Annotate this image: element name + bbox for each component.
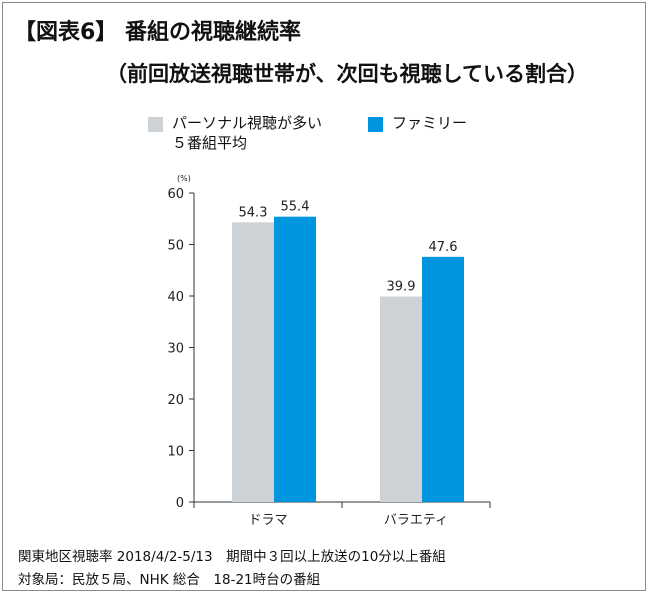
legend-swatch-family bbox=[368, 117, 383, 132]
y-tick-label: 10 bbox=[167, 445, 184, 460]
bar-personal-0 bbox=[232, 222, 274, 503]
legend-label-personal-line2: ５番組平均 bbox=[172, 134, 248, 152]
y-tick-label: 30 bbox=[167, 342, 184, 357]
x-tick-label: ドラマ bbox=[248, 513, 287, 528]
data-label: 47.6 bbox=[429, 240, 458, 255]
data-label: 54.3 bbox=[239, 205, 268, 220]
y-tick-label: 0 bbox=[176, 496, 184, 511]
legend-swatch-personal bbox=[148, 117, 163, 132]
figure-subtitle: （前回放送視聴世帯が、次回も視聴している割合） bbox=[106, 62, 588, 86]
legend-label-family: ファミリー bbox=[392, 114, 468, 132]
y-tick-label: 60 bbox=[167, 187, 184, 202]
y-tick-label: 50 bbox=[167, 239, 184, 254]
figure-title: 【図表6】 番組の視聴継続率 bbox=[14, 20, 301, 45]
data-label: 55.4 bbox=[281, 200, 310, 215]
legend-label-personal-line1: パーソナル視聴が多い bbox=[172, 114, 323, 132]
x-tick-label: バラエティ bbox=[384, 513, 448, 528]
bar-family-0 bbox=[274, 216, 316, 502]
y-unit-label: (%) bbox=[177, 174, 191, 183]
data-label: 39.9 bbox=[387, 280, 416, 295]
bar-personal-1 bbox=[380, 296, 422, 502]
bar-family-1 bbox=[422, 256, 464, 502]
y-tick-label: 40 bbox=[167, 290, 184, 305]
footnote-source: 関東地区視聴率 2018/4/2-5/13 期間中３回以上放送の10分以上番組 bbox=[18, 549, 446, 565]
footnote-scope: 対象局：民放５局、NHK 総合 18-21時台の番組 bbox=[18, 572, 321, 588]
y-tick-label: 20 bbox=[167, 393, 184, 408]
